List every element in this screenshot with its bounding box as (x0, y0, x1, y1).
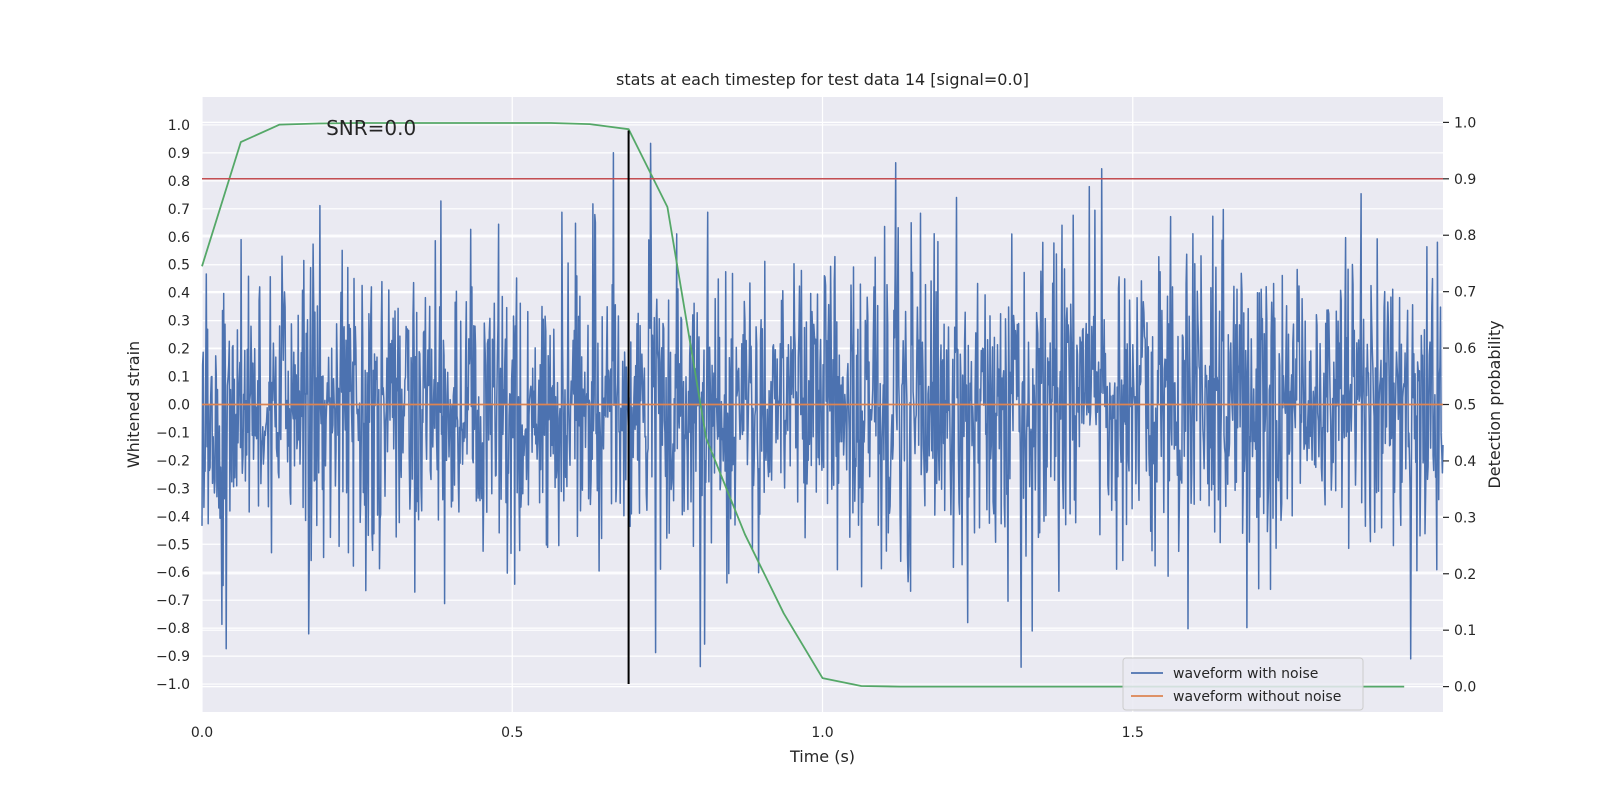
y2-tick-label: 0.7 (1454, 285, 1476, 301)
x-tick-label: 0.5 (501, 725, 523, 741)
y-tick-label: −0.4 (156, 509, 190, 525)
y-tick-label: 0.7 (168, 202, 190, 218)
y-axis-label: Whitened strain (124, 341, 143, 468)
y-tick-label: 0.0 (168, 398, 190, 414)
x-tick-label: 0.0 (191, 725, 213, 741)
y-tick-label: 0.9 (168, 146, 190, 162)
y-axis-left: 1.0 0.9 0.8 0.7 0.6 0.5 0.4 0.3 0.2 0.1 0.0 −0.1 −0.… (156, 118, 190, 693)
legend-entry-waveform-without-noise: waveform without noise (1173, 689, 1341, 705)
y-tick-label: 0.2 (168, 342, 190, 358)
y2-tick-label: 0.6 (1454, 341, 1476, 357)
y-tick-label: −0.1 (156, 425, 190, 441)
y-tick-label: −0.3 (156, 481, 190, 497)
y-tick-label: 0.6 (168, 230, 190, 246)
y2-tick-label: 0.1 (1454, 623, 1476, 639)
x-tick-label: 1.5 (1122, 725, 1144, 741)
series-waveform-with-noise (201, 142, 1444, 668)
chart-title: stats at each timestep for test data 14 … (616, 70, 1029, 89)
y-tick-label: −0.8 (156, 621, 190, 637)
y-tick-label: 0.8 (168, 174, 190, 190)
snr-annotation: SNR=0.0 (326, 116, 416, 140)
x-tick-label: 1.0 (811, 725, 833, 741)
y2-tick-label: 1.0 (1454, 115, 1476, 131)
y2-axis-label: Detection probability (1485, 320, 1504, 488)
legend: waveform with noise waveform without noi… (1122, 657, 1364, 711)
legend-entry-waveform-with-noise: waveform with noise (1173, 666, 1318, 682)
y-tick-label: −0.5 (156, 537, 190, 553)
x-axis: 0.0 0.5 1.0 1.5 (191, 725, 1144, 741)
y-tick-label: −0.6 (156, 565, 190, 581)
y-tick-label: 0.1 (168, 370, 190, 386)
y-tick-label: 0.5 (168, 258, 190, 274)
y-tick-label: 1.0 (168, 118, 190, 134)
y2-tick-label: 0.2 (1454, 567, 1476, 583)
y2-tick-label: 0.3 (1454, 510, 1476, 526)
y2-tick-label: 0.4 (1454, 454, 1476, 470)
y-tick-label: −1.0 (156, 677, 190, 693)
y2-tick-label: 0.9 (1454, 172, 1476, 188)
y-tick-label: 0.3 (168, 314, 190, 330)
x-axis-label: Time (s) (789, 747, 855, 766)
y-tick-label: −0.2 (156, 453, 190, 469)
y-tick-label: −0.9 (156, 649, 190, 665)
y2-tick-label: 0.5 (1454, 398, 1476, 414)
legend-box (1122, 657, 1364, 711)
y-axis-right: 1.0 0.9 0.8 0.7 0.6 0.5 0.4 0.3 0.2 0.1 0.0 (1443, 115, 1476, 696)
y2-tick-label: 0.0 (1454, 680, 1476, 696)
y2-tick-label: 0.8 (1454, 228, 1476, 244)
y-tick-label: 0.4 (168, 286, 190, 302)
y-tick-label: −0.7 (156, 593, 190, 609)
